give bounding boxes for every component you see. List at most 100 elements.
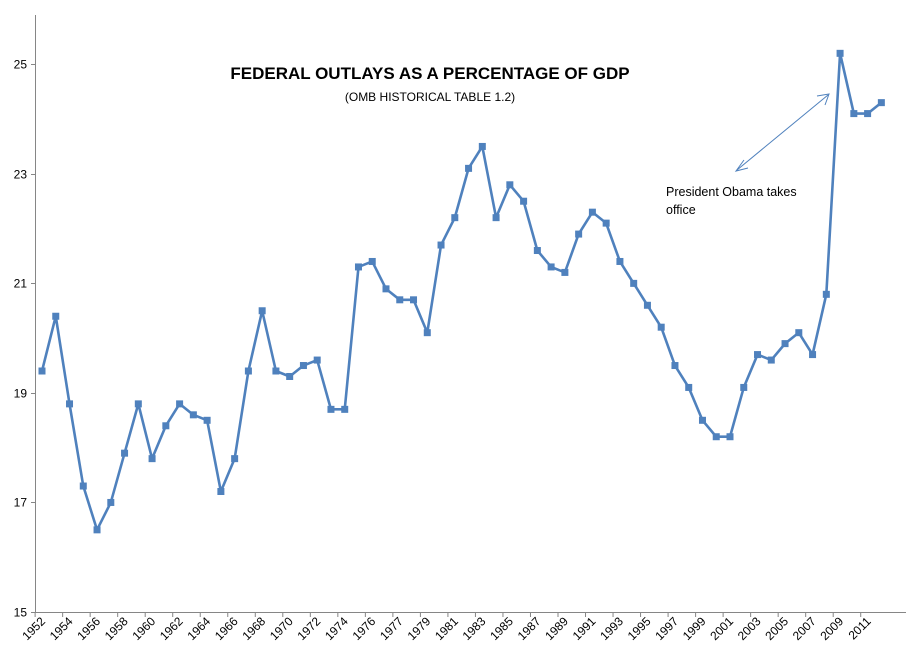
x-ticks: 1952195419561958196019621964196619681970… xyxy=(19,612,874,643)
x-tick-label: 2011 xyxy=(846,614,874,642)
arrow-head-end xyxy=(816,93,830,106)
data-point xyxy=(121,449,129,457)
data-point xyxy=(465,164,473,172)
data-point xyxy=(836,49,844,57)
x-tick-label: 1981 xyxy=(432,614,461,643)
x-tick-label: 1966 xyxy=(212,614,241,643)
x-tick-label: 1974 xyxy=(322,614,351,643)
x-tick-label: 1954 xyxy=(47,614,76,643)
data-point xyxy=(726,433,734,441)
arrow-head-start xyxy=(734,159,749,172)
data-point xyxy=(781,340,789,348)
data-point xyxy=(575,230,583,238)
data-point xyxy=(79,482,87,490)
data-point xyxy=(107,498,115,506)
data-point xyxy=(162,422,170,430)
axes xyxy=(35,15,906,613)
series-group xyxy=(38,49,885,534)
data-point xyxy=(341,405,349,413)
data-point xyxy=(822,290,830,298)
chart-title: FEDERAL OUTLAYS AS A PERCENTAGE OF GDP xyxy=(230,64,629,83)
data-point xyxy=(478,142,486,150)
data-point xyxy=(754,351,762,359)
data-point xyxy=(740,383,748,391)
data-point xyxy=(698,416,706,424)
x-tick-label: 1972 xyxy=(295,614,324,643)
x-tick-label: 1995 xyxy=(625,614,654,643)
data-point xyxy=(313,356,321,364)
data-point xyxy=(588,208,596,216)
y-tick-label: 21 xyxy=(14,277,28,291)
x-tick-label: 2001 xyxy=(707,614,736,643)
x-tick-label: 1960 xyxy=(129,614,158,643)
data-point xyxy=(354,263,362,271)
data-point xyxy=(850,110,858,118)
data-point xyxy=(602,219,610,227)
x-tick-label: 1958 xyxy=(102,614,131,643)
y-tick-label: 23 xyxy=(14,168,28,182)
x-tick-label: 1993 xyxy=(597,614,626,643)
data-point xyxy=(520,197,528,205)
y-tick-label: 25 xyxy=(14,58,28,72)
x-tick-label: 1989 xyxy=(542,614,571,643)
data-point xyxy=(451,214,459,222)
data-point xyxy=(52,312,60,320)
x-tick-label: 1964 xyxy=(184,614,213,643)
series-line xyxy=(40,52,883,532)
data-point xyxy=(437,241,445,249)
x-tick-label: 1968 xyxy=(239,614,268,643)
data-point xyxy=(877,99,885,107)
data-point xyxy=(327,405,335,413)
x-tick-label: 1997 xyxy=(652,614,681,643)
annotation-text-line2: office xyxy=(666,203,696,217)
data-point xyxy=(396,296,404,304)
x-tick-label: 1983 xyxy=(460,614,489,643)
data-point xyxy=(382,285,390,293)
x-tick-label: 1999 xyxy=(680,614,709,643)
data-point xyxy=(712,433,720,441)
x-tick-label: 1976 xyxy=(350,614,379,643)
data-point xyxy=(547,263,555,271)
data-point xyxy=(423,329,431,337)
data-point xyxy=(657,323,665,331)
x-tick-label: 1991 xyxy=(570,614,599,643)
data-point xyxy=(795,329,803,337)
data-point xyxy=(533,247,541,255)
data-point xyxy=(38,367,46,375)
data-point xyxy=(148,455,156,463)
y-ticks: 15 17 19 21 23 25 xyxy=(14,58,36,620)
data-point xyxy=(671,362,679,370)
annotation-arrow xyxy=(736,94,829,171)
data-point xyxy=(189,411,197,419)
data-point xyxy=(561,268,569,276)
data-point xyxy=(176,400,184,408)
data-point xyxy=(93,526,101,534)
data-point xyxy=(203,416,211,424)
x-tick-label: 1985 xyxy=(487,614,516,643)
y-tick-label: 19 xyxy=(14,387,28,401)
x-tick-label: 2005 xyxy=(762,614,791,643)
x-tick-label: 1956 xyxy=(74,614,103,643)
data-point xyxy=(66,400,74,408)
data-point xyxy=(630,279,638,287)
data-point xyxy=(864,110,872,118)
x-tick-label: 2003 xyxy=(735,614,764,643)
data-point xyxy=(643,301,651,309)
data-point xyxy=(217,488,225,495)
data-point xyxy=(286,372,294,380)
x-tick-label: 1979 xyxy=(405,614,434,643)
data-point xyxy=(244,367,252,375)
data-point xyxy=(492,214,500,222)
data-point xyxy=(272,367,280,375)
data-point xyxy=(368,257,376,265)
data-point xyxy=(506,181,514,189)
annotation-text-line1: President Obama takes xyxy=(666,185,797,199)
x-tick-label: 1970 xyxy=(267,614,296,643)
x-tick-label: 2007 xyxy=(790,614,819,643)
data-point xyxy=(299,362,307,370)
data-point xyxy=(410,296,418,304)
data-point xyxy=(258,307,266,315)
y-tick-label: 17 xyxy=(14,496,28,510)
x-tick-label: 1977 xyxy=(377,614,406,643)
